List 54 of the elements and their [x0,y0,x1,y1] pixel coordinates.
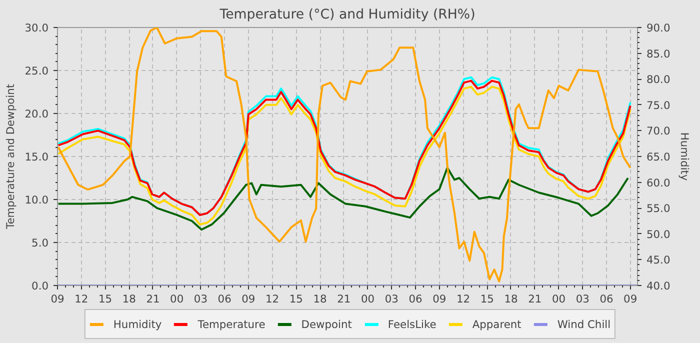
x-tick-label: 03 [576,292,590,306]
legend-label: Wind Chill [557,318,611,330]
y2-tick-label: 55.0 [646,202,670,216]
y2-tick-label: 75.0 [646,98,670,112]
x-tick-label: 03 [384,292,398,306]
x-tick-label: 12 [74,292,88,306]
x-tick-label: 00 [170,292,184,306]
y-axis-title: Temperature and Dewpoint [4,84,17,230]
y-tick-label: 0.0 [32,280,49,292]
x-tick-label: 12 [456,292,470,306]
legend-label: Humidity [113,318,162,330]
x-tick-label: 15 [98,292,112,306]
y2-tick-label: 45.0 [646,254,670,267]
x-tick-label: 21 [528,292,542,306]
x-tick-label: 09 [624,292,638,306]
y-tick-label: 20.0 [24,108,49,120]
x-tick-label: 00 [552,292,566,306]
x-tick-label: 21 [337,292,351,306]
x-tick-label: 18 [122,292,136,306]
x-tick-label: 00 [361,292,375,306]
line-series [58,166,629,231]
x-tick-label: 06 [600,292,614,306]
chart-title: Temperature (°C) and Humidity (RH%) [218,8,476,22]
y-tick-label: 10.0 [24,194,49,206]
legend-label: Apparent [472,318,522,330]
y2-tick-label: 60.0 [646,176,670,190]
y2-tick-label: 50.0 [646,228,670,241]
x-tick-label: 12 [266,292,280,306]
y-tick-label: 15.0 [24,150,49,164]
y2-tick-label: 65.0 [646,150,670,164]
legend-label: Temperature [198,318,266,330]
x-tick-label: 09 [50,292,64,306]
y-tick-label: 30.0 [24,22,49,34]
x-tick-label: 15 [289,292,303,306]
x-tick-label: 09 [242,292,256,306]
y2-tick-label: 80.0 [646,73,670,86]
x-tick-label: 03 [194,292,208,306]
x-tick-label: 18 [504,292,518,306]
y-tick-label: 5.0 [32,236,49,250]
y2-axis-title: Humidity [678,132,692,181]
x-tick-label: 06 [218,292,232,306]
line-series [58,28,632,282]
x-tick-label: 18 [313,292,328,306]
y-tick-label: 25.0 [24,64,49,78]
x-tick-label: 06 [408,292,423,306]
x-tick-label: 21 [146,292,160,306]
legend-label: FeelsLike [388,318,436,330]
legend-label: Dewpoint [301,318,352,330]
x-tick-label: 09 [432,292,446,306]
y2-tick-label: 85.0 [646,47,670,60]
x-tick-label: 15 [480,292,494,306]
y2-tick-label: 90.0 [646,22,670,34]
y2-tick-label: 40.0 [646,280,670,292]
y2-tick-label: 70.0 [646,124,670,138]
